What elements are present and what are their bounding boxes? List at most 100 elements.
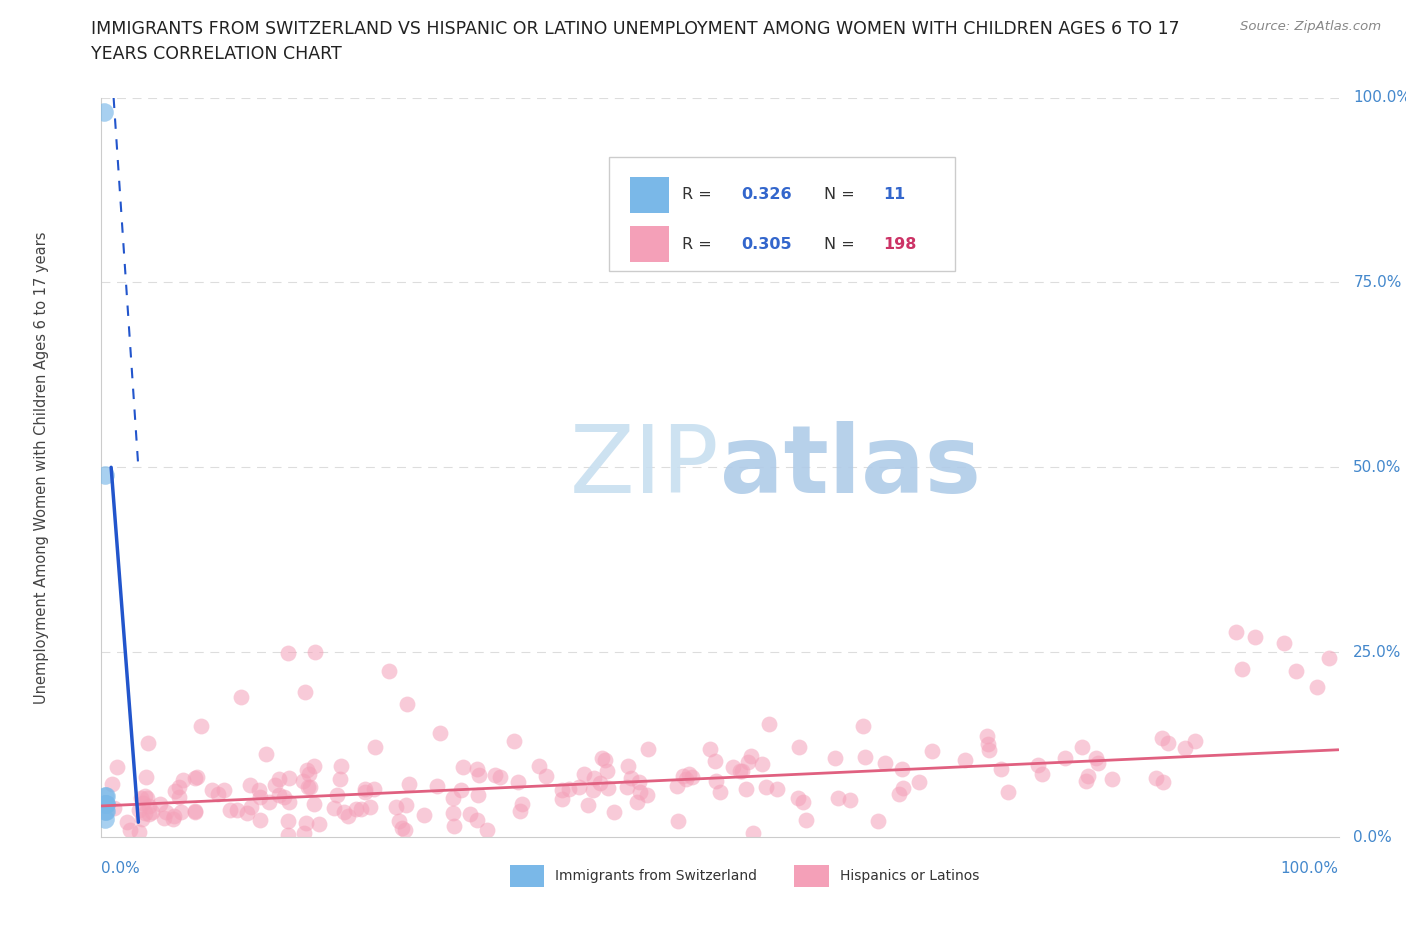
Point <box>458 806 481 821</box>
Point <box>100 777 122 791</box>
Point <box>302 796 325 811</box>
Point <box>450 782 472 797</box>
Point <box>219 803 242 817</box>
Point <box>134 805 156 820</box>
Point <box>766 782 789 797</box>
Point <box>734 782 756 797</box>
Point <box>333 804 356 819</box>
Point <box>384 800 406 815</box>
Point <box>394 798 416 813</box>
Point <box>1225 625 1247 640</box>
Point <box>297 779 319 794</box>
Point <box>489 769 512 784</box>
Point <box>1085 751 1108 765</box>
Point <box>704 754 727 769</box>
Point <box>391 820 413 835</box>
Point <box>162 811 184 826</box>
Point <box>1087 756 1109 771</box>
Point <box>135 769 157 784</box>
Point <box>443 818 465 833</box>
Text: 198: 198 <box>883 236 917 252</box>
Point <box>429 725 451 740</box>
Point <box>678 766 700 781</box>
Point <box>138 798 160 813</box>
Point <box>558 782 581 797</box>
Point <box>115 815 138 830</box>
Point <box>628 775 651 790</box>
Point <box>254 747 277 762</box>
Point <box>527 759 550 774</box>
Point <box>149 796 172 811</box>
Point <box>136 790 159 805</box>
Point <box>96 804 118 818</box>
Point <box>827 790 849 805</box>
Point <box>637 742 659 757</box>
Point <box>172 773 194 788</box>
Text: 11: 11 <box>883 187 905 203</box>
Point <box>990 762 1012 777</box>
Text: IMMIGRANTS FROM SWITZERLAND VS HISPANIC OR LATINO UNEMPLOYMENT AMONG WOMEN WITH : IMMIGRANTS FROM SWITZERLAND VS HISPANIC … <box>91 20 1180 38</box>
Point <box>467 762 489 777</box>
FancyBboxPatch shape <box>509 865 544 887</box>
Point <box>792 794 814 809</box>
Point <box>167 790 190 804</box>
Point <box>742 826 765 841</box>
Point <box>576 798 599 813</box>
Point <box>873 756 896 771</box>
Point <box>636 788 658 803</box>
Text: 0.0%: 0.0% <box>101 860 141 876</box>
Point <box>169 804 191 819</box>
Point <box>921 743 943 758</box>
Point <box>755 779 778 794</box>
FancyBboxPatch shape <box>630 226 669 262</box>
Point <box>891 781 914 796</box>
Point <box>737 754 759 769</box>
Point <box>824 751 846 765</box>
FancyBboxPatch shape <box>609 157 955 272</box>
Point <box>583 771 606 786</box>
Point <box>1174 740 1197 755</box>
Point <box>277 645 299 660</box>
Point <box>839 792 862 807</box>
Point <box>465 813 488 828</box>
Point <box>672 769 695 784</box>
Text: 50.0%: 50.0% <box>1354 459 1402 475</box>
Point <box>1152 774 1174 789</box>
Point <box>295 816 318 830</box>
Point <box>1071 740 1094 755</box>
FancyBboxPatch shape <box>794 865 828 887</box>
Point <box>1054 751 1077 765</box>
Point <box>169 779 191 794</box>
Point <box>582 783 605 798</box>
Point <box>277 814 299 829</box>
Point <box>344 802 367 817</box>
Point <box>94 789 117 804</box>
Point <box>596 764 619 778</box>
Text: Immigrants from Switzerland: Immigrants from Switzerland <box>555 870 758 884</box>
Point <box>350 802 373 817</box>
Point <box>1101 772 1123 787</box>
Point <box>398 777 420 791</box>
Point <box>236 805 259 820</box>
Point <box>675 771 697 786</box>
Point <box>278 771 301 786</box>
Point <box>977 743 1000 758</box>
Point <box>163 809 186 824</box>
Point <box>378 663 401 678</box>
Point <box>269 771 291 786</box>
Point <box>852 719 875 734</box>
Point <box>294 684 316 699</box>
Point <box>997 785 1019 800</box>
Point <box>591 751 613 765</box>
Point <box>128 824 150 839</box>
Point <box>731 764 754 778</box>
Point <box>567 779 589 794</box>
Point <box>394 822 416 837</box>
Text: 75.0%: 75.0% <box>1354 275 1402 290</box>
Point <box>1152 730 1174 745</box>
Point <box>103 801 125 816</box>
Point <box>751 757 773 772</box>
Text: 25.0%: 25.0% <box>1354 644 1402 659</box>
Point <box>96 796 118 811</box>
Point <box>868 813 890 828</box>
